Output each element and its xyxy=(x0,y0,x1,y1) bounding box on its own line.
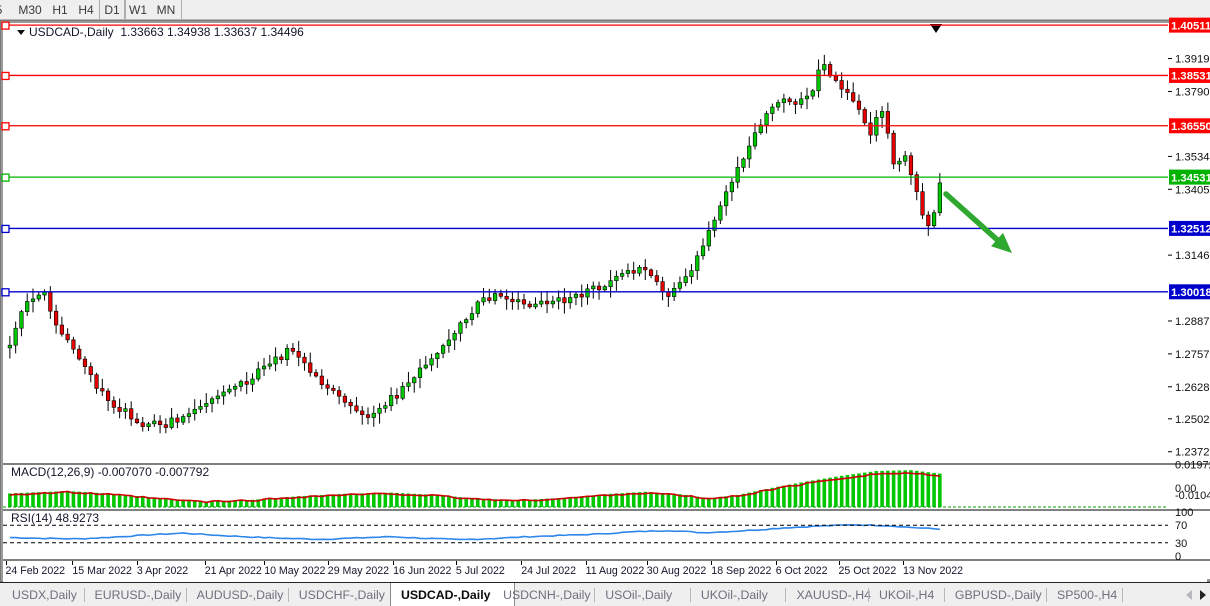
svg-text:1.39195: 1.39195 xyxy=(1175,54,1210,66)
svg-text:1.37900: 1.37900 xyxy=(1175,86,1210,98)
svg-text:RSI(14) 48.9273: RSI(14) 48.9273 xyxy=(11,511,99,525)
svg-text:1.27575: 1.27575 xyxy=(1175,349,1210,361)
svg-text:-0.01041: -0.01041 xyxy=(1175,490,1210,502)
svg-text:30: 30 xyxy=(1175,538,1187,550)
svg-text:1.25020: 1.25020 xyxy=(1175,414,1210,426)
svg-text:1.36550: 1.36550 xyxy=(1171,121,1210,133)
svg-text:1.35345: 1.35345 xyxy=(1175,151,1210,163)
svg-text:1.40511: 1.40511 xyxy=(1171,20,1210,32)
svg-text:1.34531: 1.34531 xyxy=(1171,172,1210,184)
svg-text:1.23725: 1.23725 xyxy=(1175,447,1210,459)
svg-text:1.30018: 1.30018 xyxy=(1171,287,1210,299)
svg-text:1.28870: 1.28870 xyxy=(1175,316,1210,328)
svg-text:1.38531: 1.38531 xyxy=(1171,71,1210,83)
svg-text:1.32512: 1.32512 xyxy=(1171,224,1210,236)
svg-text:100: 100 xyxy=(1175,507,1193,519)
svg-text:0.019723: 0.019723 xyxy=(1175,459,1210,471)
svg-text:MACD(12,26,9) -0.007070 -0.00: MACD(12,26,9) -0.007070 -0.007792 xyxy=(11,465,209,479)
svg-text:1.34050: 1.34050 xyxy=(1175,184,1210,196)
svg-text:1.31460: 1.31460 xyxy=(1175,250,1210,262)
svg-text:1.26280: 1.26280 xyxy=(1175,382,1210,394)
svg-text:70: 70 xyxy=(1175,520,1187,532)
